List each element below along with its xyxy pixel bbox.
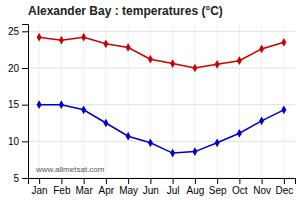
tick-label: 20: [8, 63, 20, 74]
tick-mark: [22, 105, 28, 106]
tick: 25: [8, 26, 28, 37]
grid-line-x: [217, 24, 218, 178]
marker: [170, 149, 175, 158]
tick-label: Mar: [76, 185, 94, 196]
marker: [126, 132, 131, 141]
marker: [215, 138, 220, 147]
grid-line-y: [28, 68, 295, 69]
tick: Nov: [253, 178, 271, 196]
tick: Jan: [32, 178, 48, 196]
marker: [215, 60, 220, 69]
tick-mark: [128, 178, 129, 184]
grid: [28, 24, 295, 178]
tick-mark: [22, 141, 28, 142]
grid-line-x: [150, 24, 151, 178]
tick: May: [119, 178, 138, 196]
tick: 15: [8, 99, 28, 110]
y-axis: 5 10 15 20 25: [8, 25, 29, 184]
marker: [103, 119, 108, 128]
tick: Apr: [99, 178, 115, 196]
tick-label: Jan: [32, 185, 48, 196]
marker: [259, 116, 264, 125]
grid-line-y: [28, 141, 295, 142]
tick: Oct: [232, 178, 248, 196]
grid-line-y: [28, 104, 295, 105]
tick: Sep: [209, 178, 227, 196]
line: [39, 37, 284, 68]
marker: [81, 105, 86, 114]
axis-line: [22, 25, 29, 179]
tick-label: Feb: [53, 185, 71, 196]
tick-mark: [22, 68, 28, 69]
tick-mark: [239, 178, 240, 184]
tick-mark: [173, 178, 174, 184]
tick-mark: [150, 178, 151, 184]
marker: [37, 33, 42, 42]
tick-mark: [217, 178, 218, 184]
tick-label: 5: [13, 173, 19, 184]
marker: [148, 138, 153, 147]
tick: Feb: [53, 178, 71, 196]
marker: [170, 59, 175, 68]
annotation: www.allmetsat.com: [35, 165, 105, 174]
marker: [81, 33, 86, 42]
line: [39, 105, 284, 153]
tick-label: 15: [8, 99, 20, 110]
plot-area: [37, 33, 287, 158]
tick: Jun: [143, 178, 159, 196]
tick: Mar: [76, 178, 94, 196]
tick-label: May: [119, 185, 138, 196]
tick: 5: [13, 173, 28, 184]
tick-label: Apr: [99, 185, 115, 196]
tick: 20: [8, 63, 28, 74]
grid-line-x: [283, 24, 284, 178]
tick-mark: [84, 178, 85, 184]
tick-label: Aug: [186, 185, 204, 196]
tick-mark: [61, 178, 62, 184]
tick-label: 10: [8, 136, 20, 147]
tick-label: Jul: [167, 185, 180, 196]
chart: 5 10 15 20 25 Jan Feb Mar Apr May Jun Jul Aug Sep Oct N…: [0, 0, 305, 200]
tick-mark: [262, 178, 263, 184]
tick-mark: [22, 178, 28, 179]
marker: [281, 105, 286, 114]
tick: Jul: [167, 178, 180, 196]
axis-line: [29, 179, 296, 185]
marker: [59, 100, 64, 109]
marker: [59, 36, 64, 45]
grid-line-y: [28, 31, 295, 32]
marker: [126, 43, 131, 52]
marker: [148, 55, 153, 64]
marker: [237, 56, 242, 65]
grid-line-x: [239, 24, 240, 178]
x-axis: Jan Feb Mar Apr May Jun Jul Aug Sep Oct Nov Dec: [29, 178, 296, 196]
marker: [259, 45, 264, 54]
tick-label: Jun: [143, 185, 159, 196]
tick-label: Nov: [253, 185, 271, 196]
tick-label: Oct: [232, 185, 248, 196]
tick-mark: [22, 31, 28, 32]
tick-label: 25: [8, 26, 20, 37]
tick: Dec: [275, 178, 293, 196]
tick-mark: [195, 178, 196, 184]
grid-line-x: [83, 24, 84, 178]
tick-label: Dec: [275, 185, 293, 196]
title: Alexander Bay : temperatures (°C): [28, 4, 223, 18]
marker: [37, 100, 42, 109]
marker: [103, 39, 108, 48]
tick: Aug: [186, 178, 204, 196]
marker: [192, 147, 197, 156]
tick-label: Sep: [209, 185, 227, 196]
tick-mark: [284, 178, 285, 184]
marker: [281, 38, 286, 47]
tick-mark: [39, 178, 40, 184]
tick-mark: [106, 178, 107, 184]
marker: [192, 64, 197, 73]
tick: 10: [8, 136, 28, 147]
marker: [237, 129, 242, 138]
